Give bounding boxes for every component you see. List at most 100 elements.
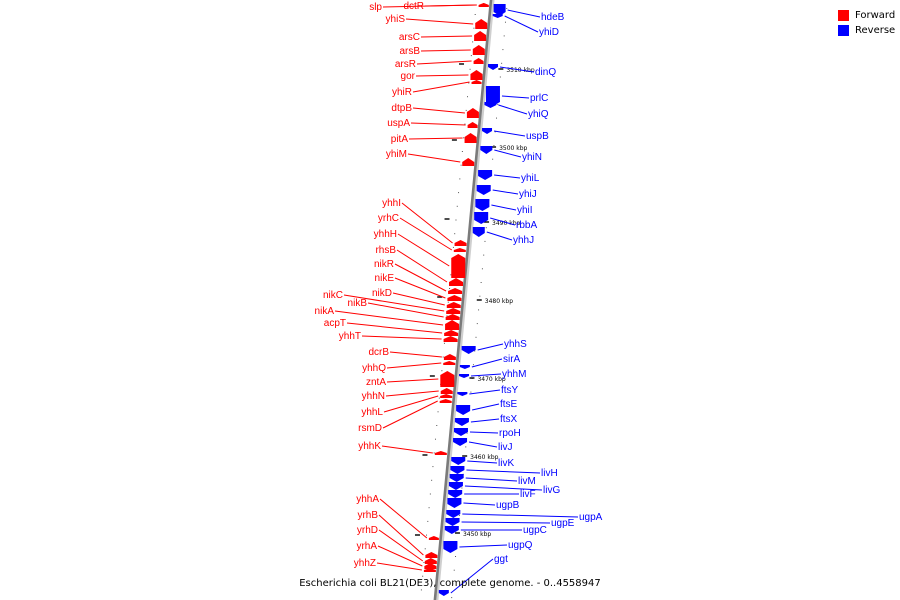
reverse-swatch <box>838 25 849 36</box>
reverse-gene-connector <box>501 95 530 99</box>
reverse-gene-connector <box>498 104 528 115</box>
reverse-gene-arrow <box>475 199 490 211</box>
forward-gene-label: yhhI <box>382 198 401 209</box>
reverse-gene-label: yhiJ <box>519 189 537 200</box>
scale-tick-label: 3460 kbp <box>470 454 498 461</box>
forward-gene-arrow <box>424 563 437 569</box>
reverse-gene-connector <box>494 149 522 158</box>
forward-gene-arrow <box>474 31 487 41</box>
reverse-gene-label: yhiI <box>517 205 533 216</box>
forward-gene-label: yhhH <box>374 229 397 240</box>
forward-gene-connector <box>361 335 442 340</box>
scale-dot <box>436 425 438 426</box>
reverse-gene-connector <box>493 130 526 137</box>
forward-gene-arrow <box>446 302 461 308</box>
reverse-gene-label: sirA <box>503 354 521 365</box>
reverse-gene-arrow <box>443 541 458 553</box>
scale-dot <box>475 336 477 338</box>
reverse-gene-arrow <box>445 518 460 526</box>
reverse-gene-arrow <box>448 490 463 498</box>
forward-gene-label: arsR <box>395 59 416 70</box>
forward-gene-label: dcrB <box>368 347 389 358</box>
forward-gene-arrow <box>443 336 458 342</box>
reverse-gene-arrow <box>472 227 485 237</box>
scale-dot <box>431 479 433 481</box>
forward-gene-connector <box>334 310 444 326</box>
forward-gene-arrow <box>444 330 459 336</box>
forward-gene-label: slp <box>369 2 382 13</box>
forward-gene-label: nikR <box>374 259 394 270</box>
scale-dot <box>483 254 485 256</box>
scale-dot <box>426 534 428 536</box>
scale-dot <box>434 438 436 440</box>
forward-gene-label: dctR <box>403 1 424 12</box>
reverse-gene-connector <box>494 174 521 179</box>
reverse-gene-label: ftsY <box>501 385 519 396</box>
reverse-gene-connector <box>491 204 517 211</box>
forward-gene-arrow <box>425 552 438 558</box>
forward-gene-label: yhhT <box>339 331 361 342</box>
forward-gene-connector <box>416 60 472 65</box>
scale-dot <box>428 507 430 509</box>
forward-gene-connector <box>399 217 453 251</box>
forward-gene-arrow <box>445 314 460 320</box>
forward-gene-label: nikE <box>375 273 395 284</box>
reverse-gene-arrow <box>456 405 471 415</box>
scale-tick-label: 3500 kbp <box>499 145 527 152</box>
forward-gene-connector <box>379 498 428 539</box>
scale-dot <box>460 164 462 166</box>
forward-swatch <box>838 10 849 21</box>
reverse-gene-label: yhiD <box>539 27 559 38</box>
scale-dot <box>450 274 452 276</box>
forward-gene-connector <box>389 351 442 358</box>
scale-dot <box>453 569 455 571</box>
reverse-gene-arrow <box>493 4 506 16</box>
scale-dot <box>499 76 501 78</box>
reverse-gene-arrow <box>480 146 493 154</box>
scale-dot <box>503 35 505 37</box>
forward-gene-label: arsB <box>399 46 420 57</box>
reverse-gene-arrow <box>478 170 493 180</box>
scale-dot <box>458 192 460 194</box>
backbone <box>433 0 493 600</box>
scale-dot <box>441 370 443 372</box>
reverse-gene-label: prlC <box>530 93 548 104</box>
scale-dot <box>455 219 457 221</box>
reverse-gene-label: livJ <box>498 442 512 453</box>
scale-dot <box>469 68 471 70</box>
reverse-gene-label: dinQ <box>535 67 556 78</box>
reverse-gene-label: ugpE <box>551 518 575 529</box>
scale-dot <box>455 556 457 557</box>
reverse-gene-arrow <box>449 474 464 482</box>
scale-dot <box>461 151 463 152</box>
reverse-gene-connector <box>464 485 543 491</box>
forward-gene-arrow <box>443 354 456 360</box>
scale-dot <box>438 397 440 399</box>
forward-gene-label: yhiR <box>392 87 412 98</box>
reverse-gene-label: ugpQ <box>508 540 533 551</box>
forward-gene-label: yrhB <box>357 510 378 521</box>
reverse-gene-connector <box>486 231 513 241</box>
reverse-gene-connector <box>490 217 516 226</box>
reverse-gene-arrow <box>488 64 499 70</box>
forward-gene-label: arsC <box>399 32 420 43</box>
forward-gene-label: nikB <box>348 298 368 309</box>
scale-dot <box>472 364 474 366</box>
forward-gene-label: yrhD <box>357 525 378 536</box>
forward-gene-connector <box>367 302 444 318</box>
forward-gene-connector <box>378 529 424 562</box>
backbone-shadow <box>434 0 495 600</box>
reverse-gene-connector <box>492 189 519 195</box>
reverse-gene-connector <box>472 403 500 411</box>
reverse-gene-connector <box>459 544 508 548</box>
forward-gene-arrow <box>440 371 455 387</box>
scale-dot <box>442 356 444 358</box>
reverse-gene-connector <box>450 558 494 594</box>
reverse-gene-connector <box>462 513 579 518</box>
forward-gene-connector <box>346 322 443 334</box>
forward-gene-connector <box>343 294 445 312</box>
reverse-gene-connector <box>466 469 541 474</box>
reverse-gene-arrow <box>451 457 466 465</box>
forward-gene-label: rsmD <box>358 423 382 434</box>
reverse-gene-connector <box>469 389 501 395</box>
